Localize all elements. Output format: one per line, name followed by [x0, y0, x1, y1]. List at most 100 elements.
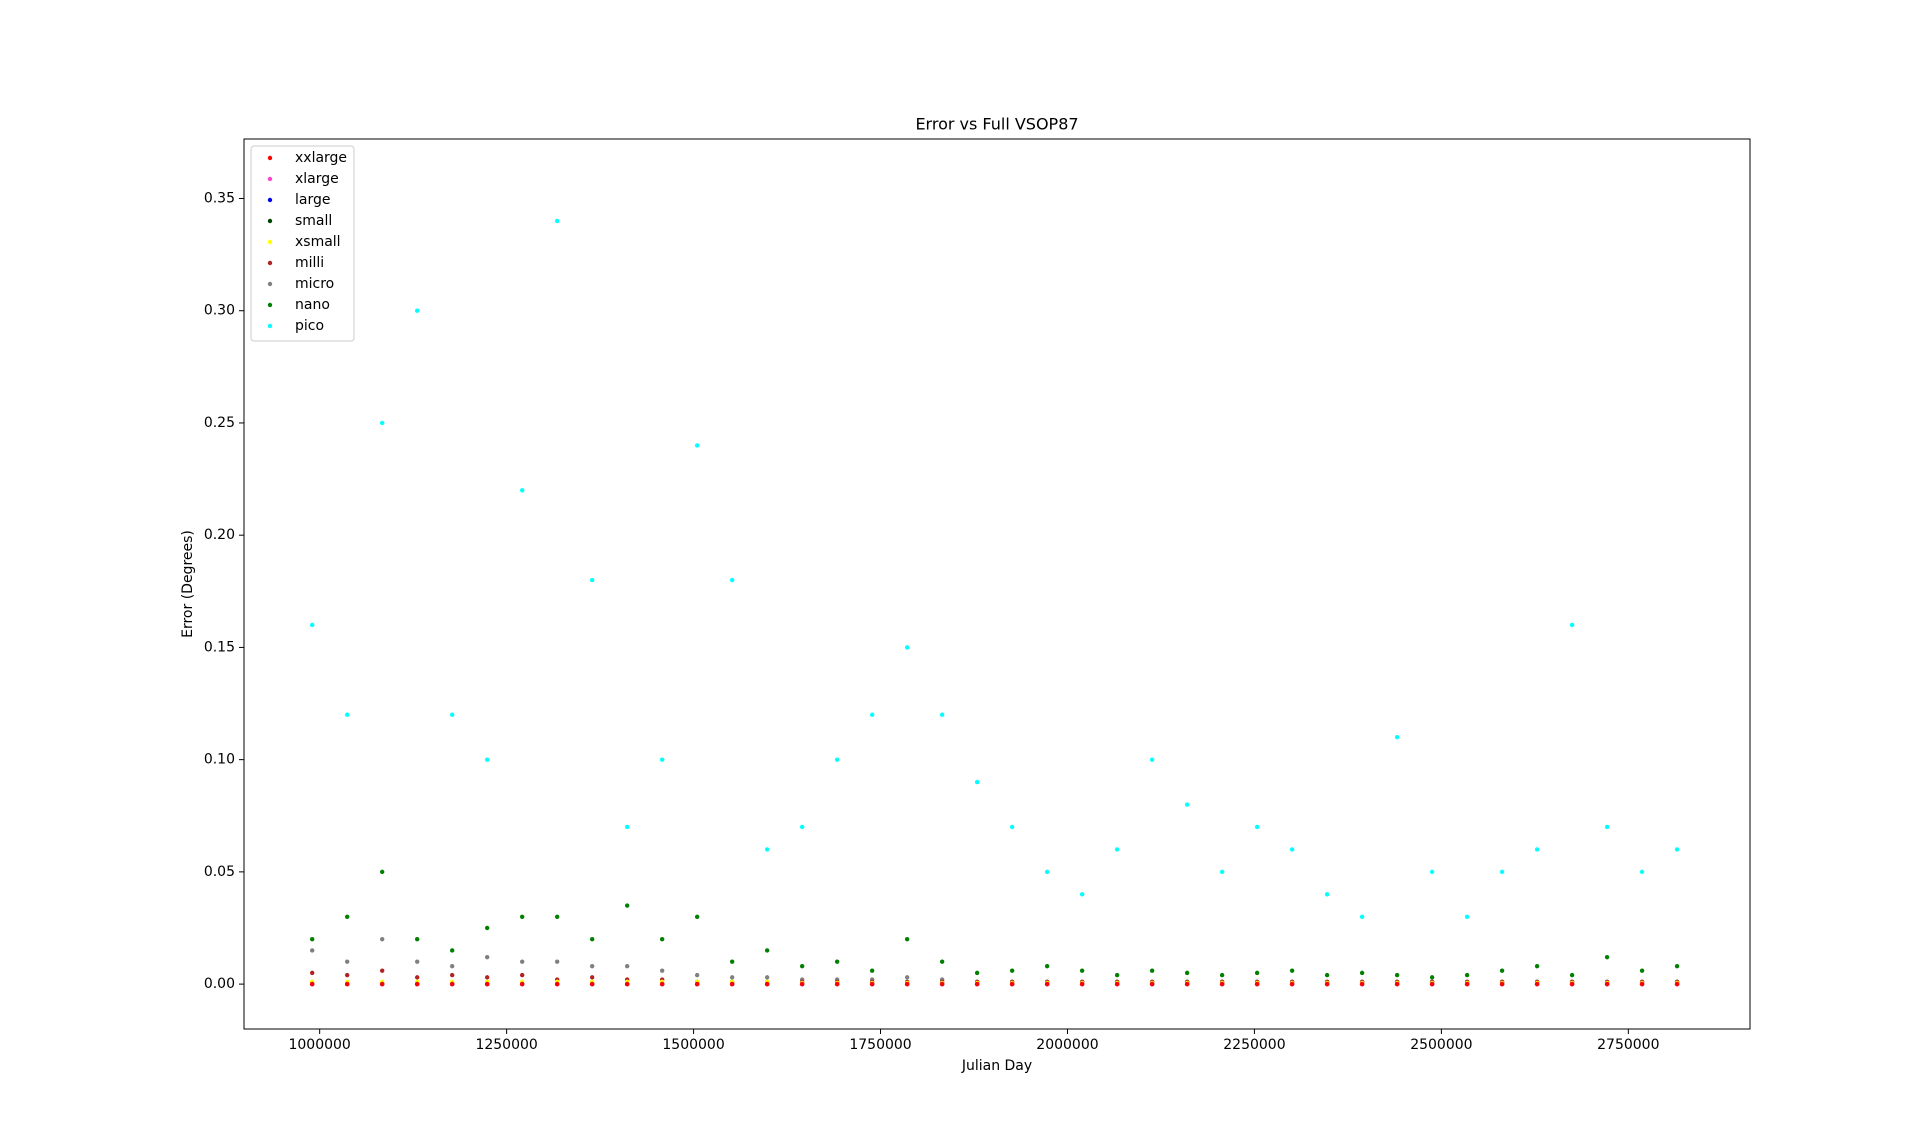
point	[1114, 972, 1120, 978]
point	[589, 937, 595, 942]
point	[554, 914, 560, 919]
point	[449, 981, 455, 987]
x-tick-label: 1250000	[475, 1037, 537, 1053]
point	[939, 981, 945, 987]
point	[869, 712, 875, 717]
point	[449, 972, 455, 978]
point	[1359, 970, 1365, 976]
point	[1464, 914, 1470, 919]
point	[1254, 981, 1260, 987]
point	[1184, 970, 1190, 976]
point	[659, 757, 665, 762]
point	[694, 443, 700, 448]
x-tick-label: 1500000	[662, 1037, 724, 1053]
point	[484, 757, 490, 762]
legend-marker	[267, 302, 273, 308]
legend-label: milli	[295, 255, 324, 271]
point	[1079, 968, 1085, 973]
legend-marker	[267, 323, 273, 329]
point	[1429, 975, 1435, 980]
point	[834, 981, 840, 987]
point	[1324, 972, 1330, 978]
point	[1184, 981, 1190, 987]
y-tick-label: 0.05	[204, 864, 235, 880]
point	[1499, 869, 1505, 875]
point	[309, 981, 315, 987]
point	[1009, 981, 1015, 987]
point	[589, 577, 595, 583]
point	[694, 981, 700, 987]
point	[1219, 869, 1225, 875]
point	[1429, 981, 1435, 987]
chart-title: Error vs Full VSOP87	[915, 115, 1078, 134]
point	[554, 218, 560, 224]
point	[764, 948, 770, 953]
point	[484, 975, 490, 980]
point	[1429, 869, 1435, 875]
point	[974, 981, 980, 987]
y-tick-label: 0.30	[204, 303, 235, 319]
point	[309, 970, 315, 976]
point	[904, 975, 910, 980]
legend-label: xlarge	[295, 171, 339, 187]
point	[414, 308, 420, 313]
point	[309, 948, 315, 953]
point	[1149, 968, 1155, 973]
y-axis-label: Error (Degrees)	[180, 530, 196, 638]
y-tick-label: 0.00	[204, 976, 235, 992]
point	[484, 925, 490, 931]
point	[1604, 954, 1610, 960]
point	[379, 869, 385, 875]
point	[729, 975, 735, 980]
point	[1254, 824, 1260, 830]
point	[659, 981, 665, 987]
legend-marker	[267, 218, 273, 224]
point	[869, 968, 875, 973]
point	[449, 712, 455, 717]
point	[834, 959, 840, 964]
point	[414, 981, 420, 987]
point	[484, 981, 490, 987]
point	[904, 645, 910, 650]
point	[1394, 972, 1400, 978]
point	[694, 914, 700, 919]
point	[764, 847, 770, 852]
legend-marker	[267, 281, 273, 287]
point	[1324, 981, 1330, 987]
point	[379, 981, 385, 987]
point	[1044, 869, 1050, 875]
point	[729, 959, 735, 964]
point	[589, 975, 595, 980]
plot-frame	[243, 138, 1751, 1030]
point	[1639, 869, 1645, 875]
point	[1149, 757, 1155, 762]
point	[1394, 734, 1400, 740]
point	[1044, 981, 1050, 987]
point	[414, 959, 420, 964]
y-tick-label: 0.10	[204, 752, 235, 768]
point	[519, 959, 525, 964]
point	[624, 903, 630, 908]
point	[1394, 981, 1400, 987]
legend-marker	[267, 239, 273, 245]
point	[1149, 981, 1155, 987]
point	[519, 972, 525, 978]
point	[1569, 622, 1575, 628]
point	[1464, 972, 1470, 978]
point	[1464, 981, 1470, 987]
point	[519, 488, 525, 493]
point	[729, 577, 735, 583]
point	[1079, 892, 1085, 897]
point	[414, 975, 420, 980]
x-tick-label: 2500000	[1410, 1037, 1472, 1053]
point	[379, 937, 385, 942]
legend-marker	[267, 197, 273, 203]
point	[1009, 968, 1015, 973]
point	[344, 712, 350, 717]
legend-marker	[267, 155, 273, 161]
point	[1219, 981, 1225, 987]
point	[589, 981, 595, 987]
point	[764, 981, 770, 987]
point	[974, 970, 980, 976]
